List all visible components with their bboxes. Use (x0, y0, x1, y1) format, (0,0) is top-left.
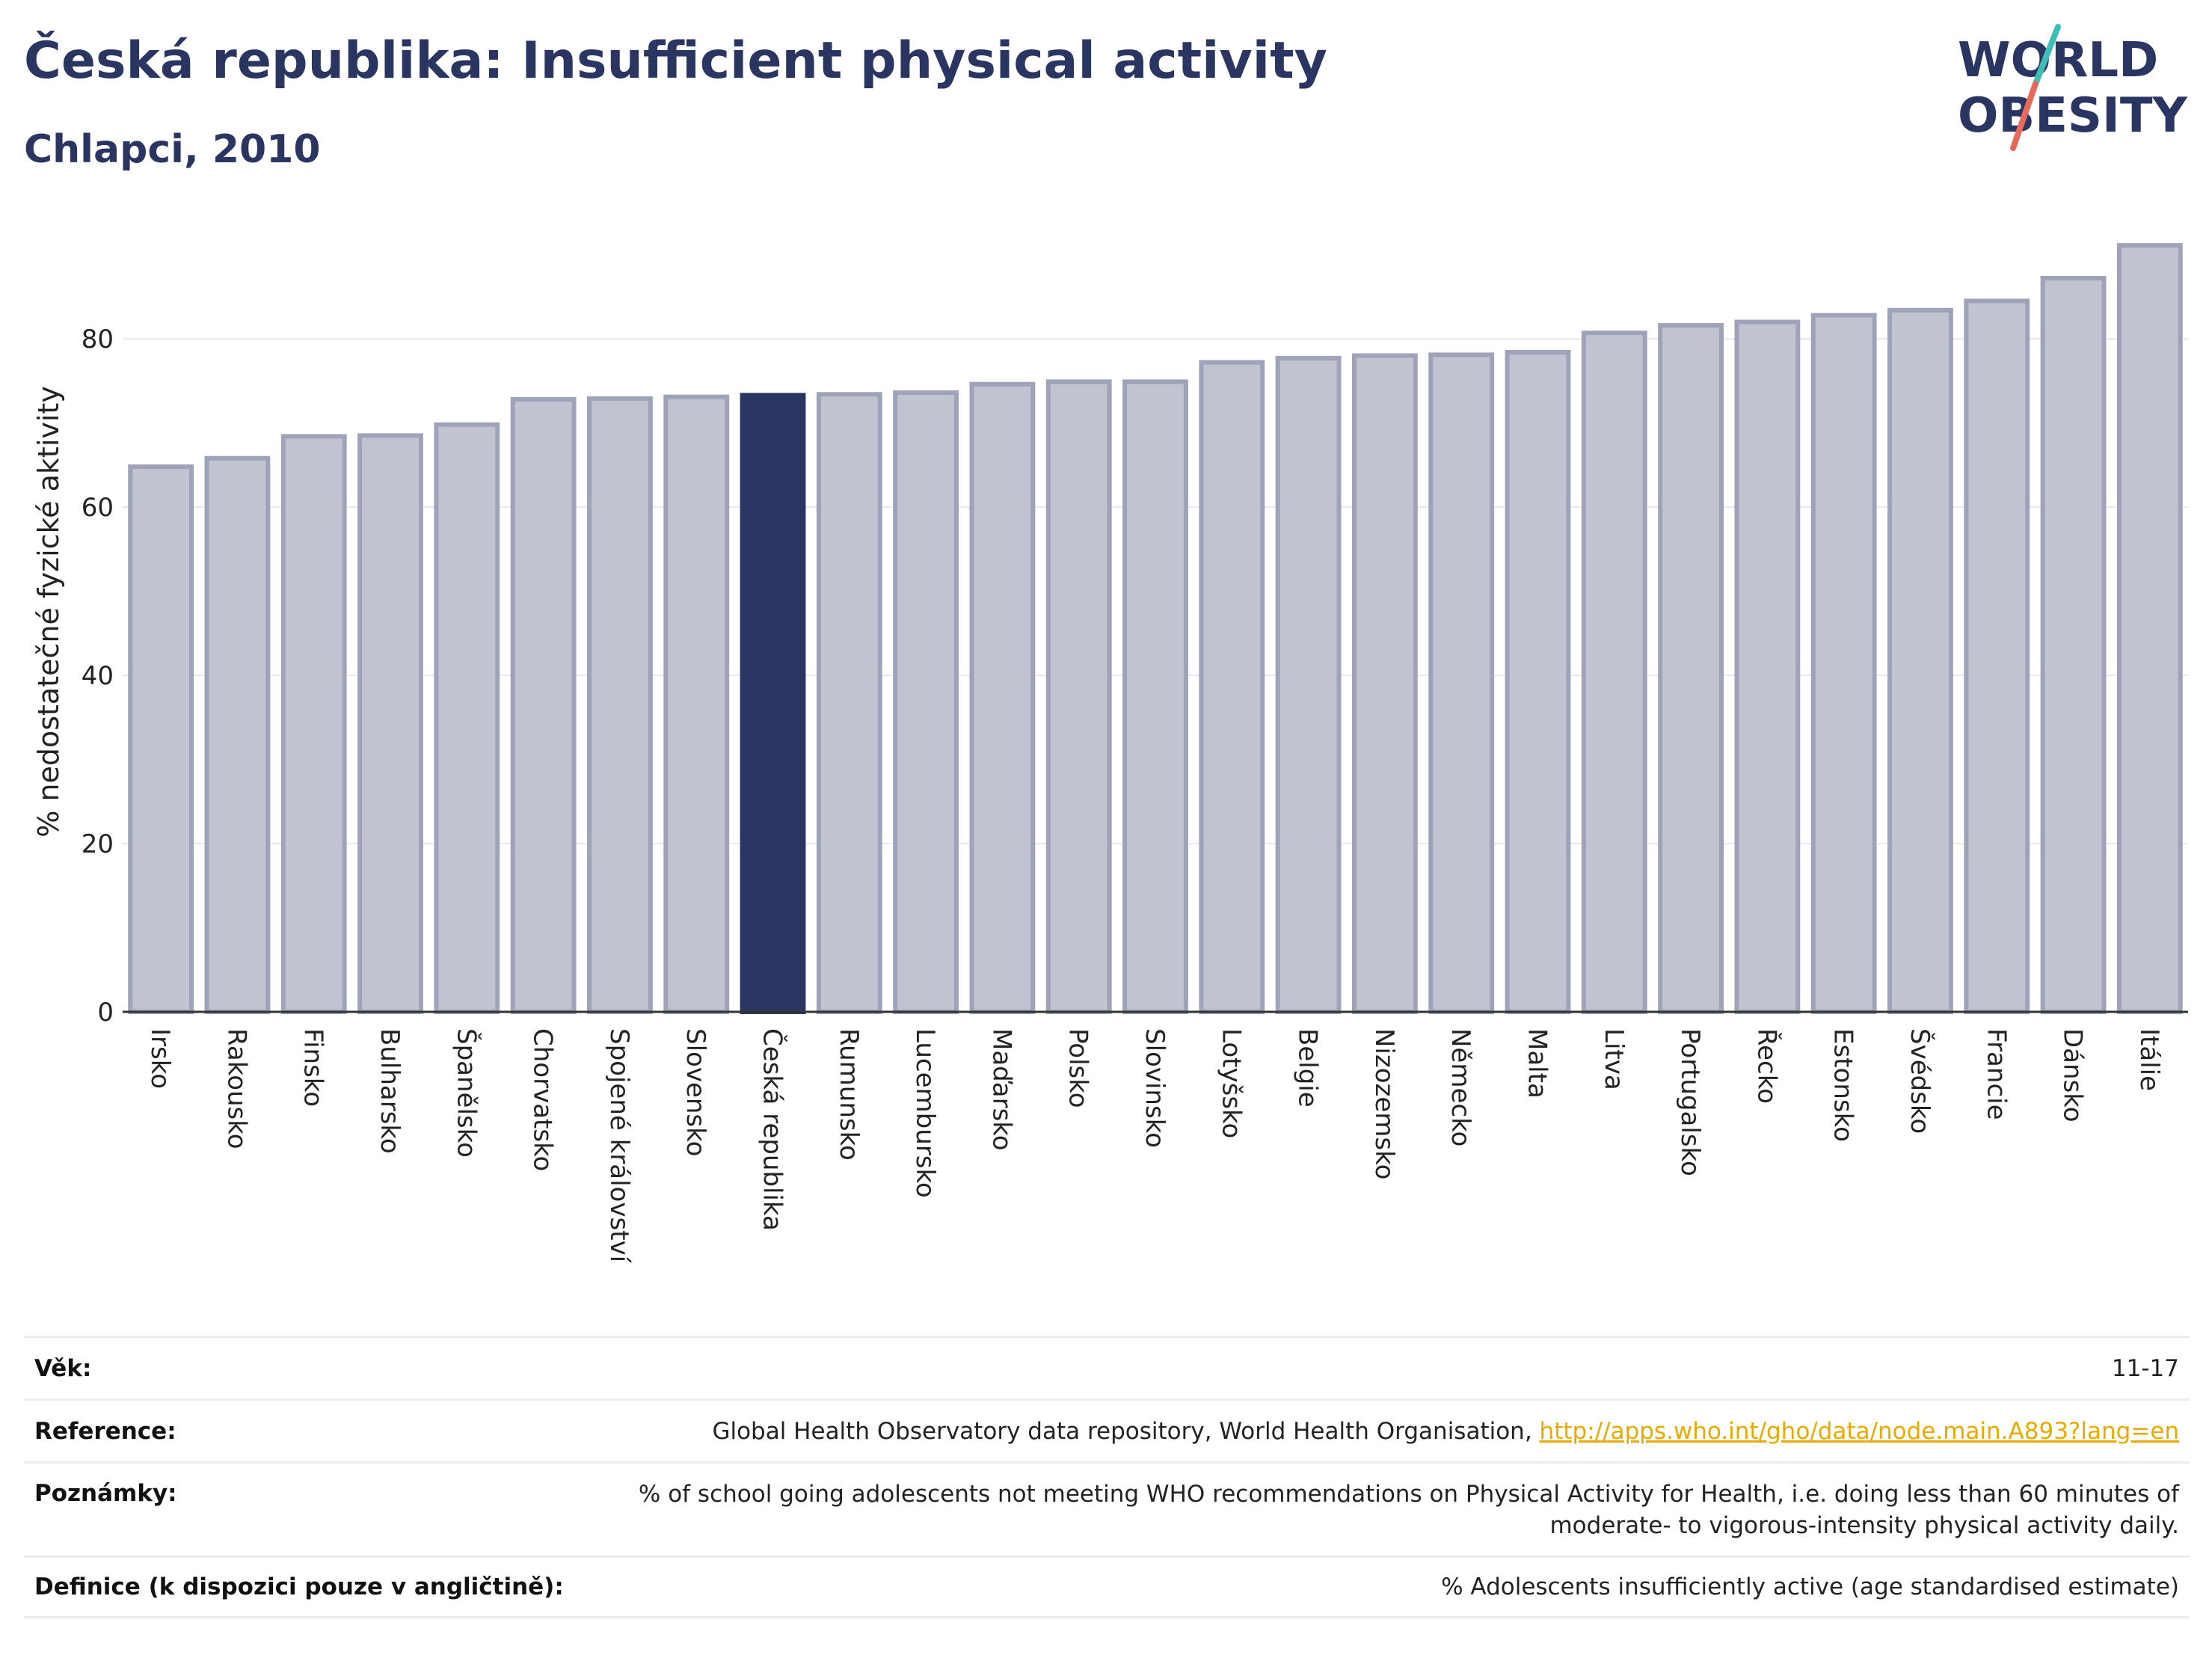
bar-portugalsko[interactable] (1658, 323, 1724, 1014)
bar-rumunsko[interactable] (816, 392, 882, 1014)
x-tick-label: Polsko (1063, 1028, 1093, 1108)
bar-estonsko[interactable] (1810, 313, 1877, 1014)
bar-rakousko[interactable] (204, 455, 271, 1014)
x-tick-label: Švédsko (1905, 1028, 1935, 1134)
reference-text: Global Health Observatory data repositor… (712, 1417, 1540, 1445)
logo-slash-teal (2033, 24, 2061, 87)
page-subtitle: Chlapci, 2010 (24, 127, 321, 172)
logo-text-obesity: OBESITY (1958, 88, 2187, 144)
x-tick-label: Finsko (298, 1028, 328, 1107)
page-title: Česká republika: Insufficient physical a… (24, 31, 1327, 90)
meta-row-vek: Věk: 11-17 (24, 1336, 2190, 1398)
x-tick-label: Slovinsko (1140, 1028, 1170, 1148)
poznamky-value: % of school going adolescents not meetin… (638, 1480, 2179, 1539)
y-axis-ticks: 0 20 40 60 80 (82, 325, 114, 1028)
reference-label: Reference: (34, 1417, 176, 1445)
x-tick-label: Spojené království (604, 1028, 634, 1264)
y-tick-label: 0 (97, 998, 114, 1028)
x-tick-label: Rumunsko (834, 1028, 864, 1161)
bar-slovinsko[interactable] (1122, 379, 1188, 1014)
bar-nizozemsko[interactable] (1351, 353, 1418, 1014)
y-axis-label: % nedostatečné fyzické aktivity (32, 386, 65, 838)
bar-chart: 0 20 40 60 80 Irsko Rakousko Finsko Bulharsko Šp… (32, 243, 2188, 1264)
x-tick-label: Nizozemsko (1369, 1028, 1399, 1179)
y-tick-label: 40 (82, 661, 114, 691)
x-tick-label: Španělsko (451, 1028, 482, 1158)
x-tick-label: Chorvatsko (528, 1028, 558, 1171)
x-tick-label: Slovensko (681, 1028, 710, 1156)
bar-spojené-království[interactable] (587, 396, 653, 1014)
bar-chorvatsko[interactable] (510, 397, 577, 1014)
x-tick-label: Portugalsko (1675, 1028, 1705, 1176)
x-axis-ticks: Irsko Rakousko Finsko Bulharsko Španělsko Cho… (145, 1028, 2164, 1264)
world-obesity-logo: WORLD OBESITY (1958, 24, 2187, 151)
bar-irsko[interactable] (128, 464, 194, 1014)
x-tick-label: Dánsko (2058, 1028, 2088, 1123)
bar-řecko[interactable] (1734, 319, 1801, 1014)
bar-slovensko[interactable] (663, 394, 730, 1014)
metadata-table: Věk: 11-17 Reference: Global Health Obse… (24, 1336, 2190, 1618)
meta-row-definice: Definice (k dispozici pouze v angličtině… (24, 1556, 2190, 1618)
x-tick-label: Malta (1522, 1028, 1552, 1099)
reference-link[interactable]: http://apps.who.int/gho/data/node.main.A… (1539, 1417, 2179, 1445)
bar-lotyšsko[interactable] (1199, 360, 1265, 1014)
x-tick-label: Řecko (1751, 1028, 1782, 1104)
x-tick-label: Francie (1981, 1028, 2011, 1120)
logo-text-world: WORLD (1958, 33, 2158, 88)
bar-finsko[interactable] (280, 434, 347, 1014)
x-tick-label: Belgie (1293, 1028, 1323, 1108)
x-tick-label: Estonsko (1828, 1028, 1858, 1142)
y-tick-label: 80 (82, 325, 114, 354)
chart-bars (128, 243, 2183, 1014)
definice-label: Definice (k dispozici pouze v angličtině… (34, 1573, 564, 1600)
reference-value: Global Health Observatory data repositor… (712, 1416, 2179, 1447)
bar-belgie[interactable] (1275, 355, 1342, 1014)
bar-maďarsko[interactable] (969, 381, 1036, 1014)
x-tick-label: Lotyšsko (1216, 1028, 1246, 1138)
meta-row-reference: Reference: Global Health Observatory dat… (24, 1398, 2190, 1461)
x-tick-label: Německo (1446, 1028, 1475, 1146)
y-tick-label: 60 (82, 493, 114, 523)
bar-dánsko[interactable] (2040, 276, 2107, 1014)
meta-row-poznamky: Poznámky: % of school going adolescents … (24, 1461, 2190, 1556)
x-tick-label: Lucembursko (910, 1028, 940, 1198)
bar-španělsko[interactable] (434, 422, 500, 1014)
bar-švédsko[interactable] (1887, 307, 1953, 1014)
vek-label: Věk: (34, 1354, 92, 1382)
bar-francie[interactable] (1964, 298, 2030, 1014)
bar-lucembursko[interactable] (893, 390, 959, 1014)
y-tick-label: 20 (82, 829, 114, 859)
vek-value: 11-17 (2111, 1354, 2179, 1382)
x-tick-label: Litva (1599, 1028, 1629, 1090)
x-tick-label: Rakousko (221, 1028, 251, 1149)
poznamky-label: Poznámky: (34, 1480, 177, 1507)
bar-litva[interactable] (1581, 331, 1647, 1014)
bar-bulharsko[interactable] (357, 433, 423, 1014)
bar-česká-republika[interactable] (740, 393, 806, 1014)
bar-polsko[interactable] (1045, 379, 1112, 1014)
x-tick-label: Irsko (145, 1028, 175, 1089)
x-tick-label: Maďarsko (986, 1028, 1016, 1151)
bar-itálie[interactable] (2116, 243, 2183, 1014)
bar-německo[interactable] (1428, 352, 1495, 1014)
logo-slash-coral (2010, 81, 2039, 151)
bar-malta[interactable] (1505, 350, 1571, 1014)
x-tick-label: Bulharsko (375, 1028, 405, 1154)
definice-value: % Adolescents insufficiently active (age… (1441, 1573, 2179, 1600)
x-tick-label: Česká republika (758, 1028, 788, 1231)
x-tick-label: Itálie (2134, 1028, 2164, 1091)
